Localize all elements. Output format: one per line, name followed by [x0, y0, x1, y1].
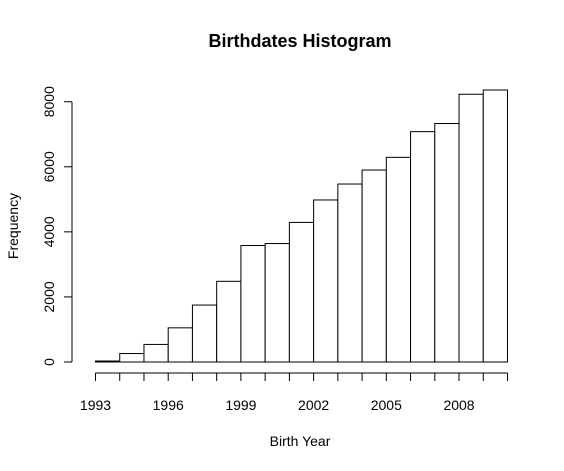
y-tick-label: 2000 — [41, 281, 57, 312]
x-tick-label: 2005 — [371, 397, 402, 413]
histogram-bar — [482, 89, 509, 363]
histogram-bar — [434, 123, 460, 363]
histogram-bar — [143, 343, 169, 363]
histogram-bar — [458, 93, 484, 363]
histogram-bar — [95, 360, 121, 363]
histogram-bar — [385, 156, 412, 363]
histogram-bar — [191, 304, 218, 363]
histogram-bar — [119, 353, 145, 363]
histogram-bar — [264, 243, 290, 363]
x-tick-label: 2008 — [443, 397, 474, 413]
histogram-bar — [167, 327, 193, 363]
histogram-bar — [337, 183, 363, 363]
y-tick-label: 8000 — [41, 86, 57, 117]
y-axis: 0 2000 4000 6000 8000 — [41, 86, 73, 366]
chart-title: Birthdates Histogram — [208, 31, 391, 51]
histogram-bar — [361, 169, 387, 363]
x-tick-label: 1996 — [153, 397, 184, 413]
y-tick-label: 6000 — [41, 151, 57, 182]
x-axis-label: Birth Year — [270, 433, 331, 449]
y-tick-label: 4000 — [41, 216, 57, 247]
histogram-bar — [240, 245, 266, 363]
histogram-bar — [313, 199, 339, 363]
x-tick-label: 1993 — [80, 397, 111, 413]
y-axis-label: Frequency — [5, 193, 21, 259]
histogram-bar — [410, 131, 436, 363]
bars-group — [95, 89, 509, 363]
x-tick-label: 1999 — [225, 397, 256, 413]
x-axis: 1993 1996 1999 2002 2005 2008 — [80, 372, 508, 413]
y-tick-label: 0 — [41, 358, 57, 366]
x-tick-label: 2002 — [298, 397, 329, 413]
histogram-bar — [288, 221, 315, 363]
histogram-bar — [216, 280, 242, 363]
